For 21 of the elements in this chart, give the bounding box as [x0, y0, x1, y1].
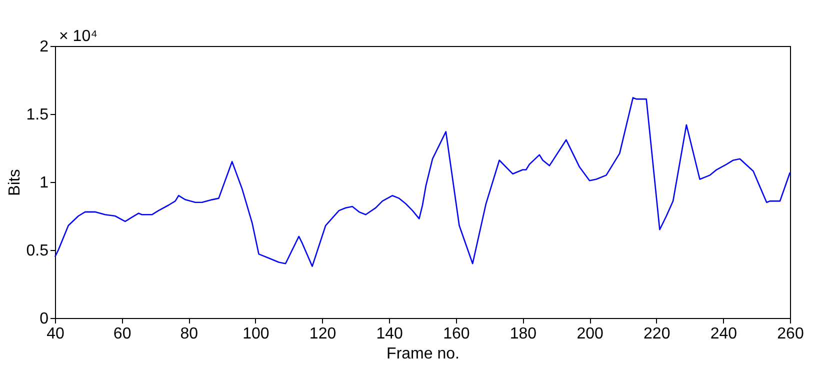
x-axis-title: Frame no. [386, 346, 460, 362]
x-tick-label: 80 [180, 326, 198, 342]
y-tick-label: 2 [40, 38, 49, 56]
x-tick-label: 260 [777, 326, 804, 342]
x-tick-label: 120 [309, 326, 336, 342]
x-tick-label: 220 [644, 326, 670, 342]
y-tick-label: 1 [40, 174, 49, 192]
x-tick-label: 100 [242, 326, 270, 342]
y-tick-label: 0.5 [26, 242, 49, 260]
y-tick-label: 0 [40, 310, 49, 328]
x-tick-label: 160 [443, 326, 470, 342]
x-tick-label: 140 [376, 326, 404, 342]
text: × 10⁴ [59, 28, 98, 45]
x-tick-label: 40 [46, 326, 64, 342]
y-tick-label: 1.5 [26, 106, 49, 124]
x-tick-label: 240 [710, 326, 738, 342]
x-tick-label: 60 [113, 326, 132, 342]
x-tick-label: 200 [576, 326, 604, 342]
y-axis-title: Bits [6, 169, 24, 196]
line-series [54, 97, 791, 267]
x-tick-label: 180 [510, 326, 537, 342]
